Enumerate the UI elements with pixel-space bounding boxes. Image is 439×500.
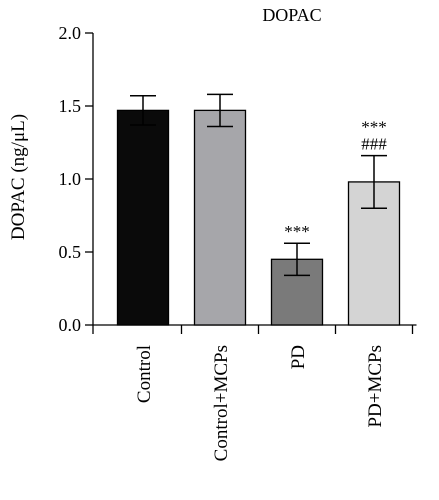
y-tick-label: 0.0 [59,315,82,335]
bar-control [116,109,170,326]
chart-title: DOPAC [262,5,321,25]
y-tick-label: 2.0 [59,23,82,43]
bars-group [116,109,401,326]
significance-label: ### [361,135,387,154]
x-tick-label: Control [134,345,155,403]
y-tick-label: 1.5 [59,96,82,116]
significance-label: *** [284,222,310,241]
significance-label: *** [361,118,387,137]
x-axis: Control Control+MCPs PD PD+MCPs [92,324,417,461]
x-tick-label: Control+MCPs [211,345,232,461]
y-axis: 0.0 0.5 1.0 1.5 2.0 [59,23,94,335]
significance-annotations: ******### [284,118,387,242]
x-tick-label: PD [288,345,309,369]
x-tick-label: PD+MCPs [365,345,386,428]
bar-control-mcps [193,109,247,326]
y-tick-label: 0.5 [59,242,82,262]
y-axis-label: DOPAC (ng/μL) [8,114,29,240]
error-bars-group [130,93,387,277]
y-tick-label: 1.0 [59,169,82,189]
